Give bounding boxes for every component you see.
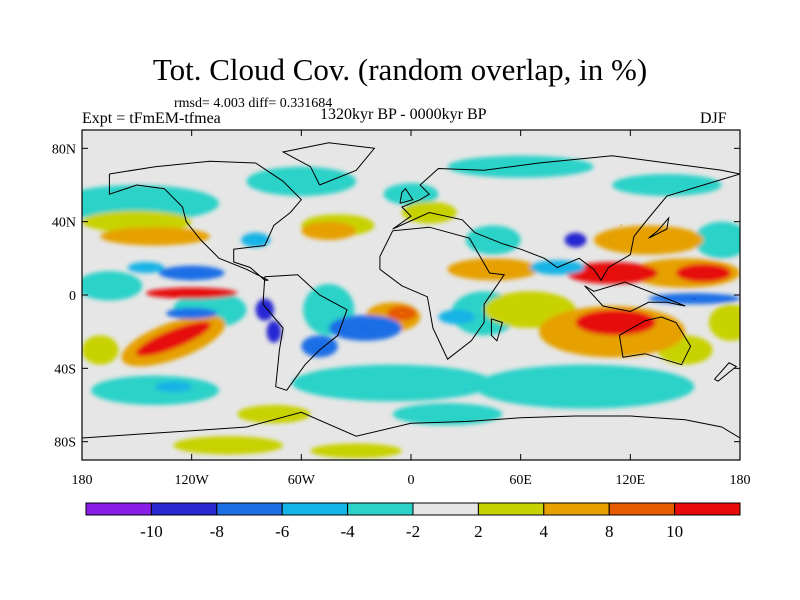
- x-tick-label: 120W: [175, 473, 210, 488]
- colorbar-swatch: [150, 502, 218, 516]
- colorbar-swatch: [347, 502, 414, 516]
- period-label: 1320kyr BP - 0000kyr BP: [320, 106, 487, 123]
- y-tick-label: 0: [69, 289, 76, 304]
- colorbar-swatch: [477, 502, 545, 516]
- colorbar-label: -6: [275, 522, 289, 541]
- anomaly-mark: [620, 224, 622, 227]
- x-tick-label: 0: [408, 473, 415, 488]
- colorbar-label: 2: [474, 522, 483, 541]
- colorbar-label: 4: [540, 522, 549, 541]
- coastlines: [82, 142, 740, 439]
- y-tick-label: 80N: [52, 142, 76, 157]
- colorbar-label: -8: [210, 522, 224, 541]
- anomaly-mark: [364, 327, 367, 329]
- colorbar-swatch: [281, 502, 349, 516]
- anomaly-mark: [611, 316, 613, 318]
- anomaly-mark: [401, 312, 403, 315]
- colorbar-swatch: [608, 502, 676, 516]
- x-tick-label: 60E: [509, 473, 532, 488]
- experiment-label: Expt = tFmEM-tfmea: [82, 110, 221, 127]
- x-tick-label: 120E: [616, 473, 646, 488]
- anomaly-mark: [190, 290, 193, 293]
- x-tick-label: 60W: [288, 473, 316, 488]
- anomaly-mark: [172, 334, 175, 337]
- anomaly-mark: [693, 297, 696, 300]
- colorbar-label: -4: [341, 522, 356, 541]
- x-tick-label: 180: [730, 473, 751, 488]
- colorbar-label: -2: [406, 522, 420, 541]
- anomaly-mark: [209, 444, 211, 447]
- anomaly-mark: [190, 272, 193, 274]
- anomaly-mark: [154, 235, 156, 238]
- colorbar-swatch: [543, 502, 610, 516]
- season-label: DJF: [700, 110, 727, 127]
- colorbar-label: 8: [605, 522, 614, 541]
- anomaly-mark: [465, 389, 467, 392]
- x-tick-label: 180: [72, 473, 93, 488]
- colorbar-label: 10: [666, 522, 683, 541]
- y-tick-label: 80S: [54, 436, 76, 451]
- colorbar-swatch: [85, 502, 152, 516]
- anomaly-mark: [574, 239, 577, 241]
- colorbar-swatch: [412, 502, 479, 516]
- colorbar-swatch: [216, 502, 283, 516]
- stats-label: rmsd= 4.003 diff= 0.331684: [174, 96, 333, 111]
- colorbar-swatch: [674, 502, 741, 516]
- anomaly-mark: [629, 275, 632, 278]
- y-tick-label: 40S: [54, 362, 76, 377]
- colorbar-label: -10: [140, 522, 163, 541]
- anomaly-field: [82, 155, 740, 459]
- chart-title: Tot. Cloud Cov. (random overlap, in %): [152, 52, 648, 87]
- y-tick-label: 40N: [52, 216, 76, 231]
